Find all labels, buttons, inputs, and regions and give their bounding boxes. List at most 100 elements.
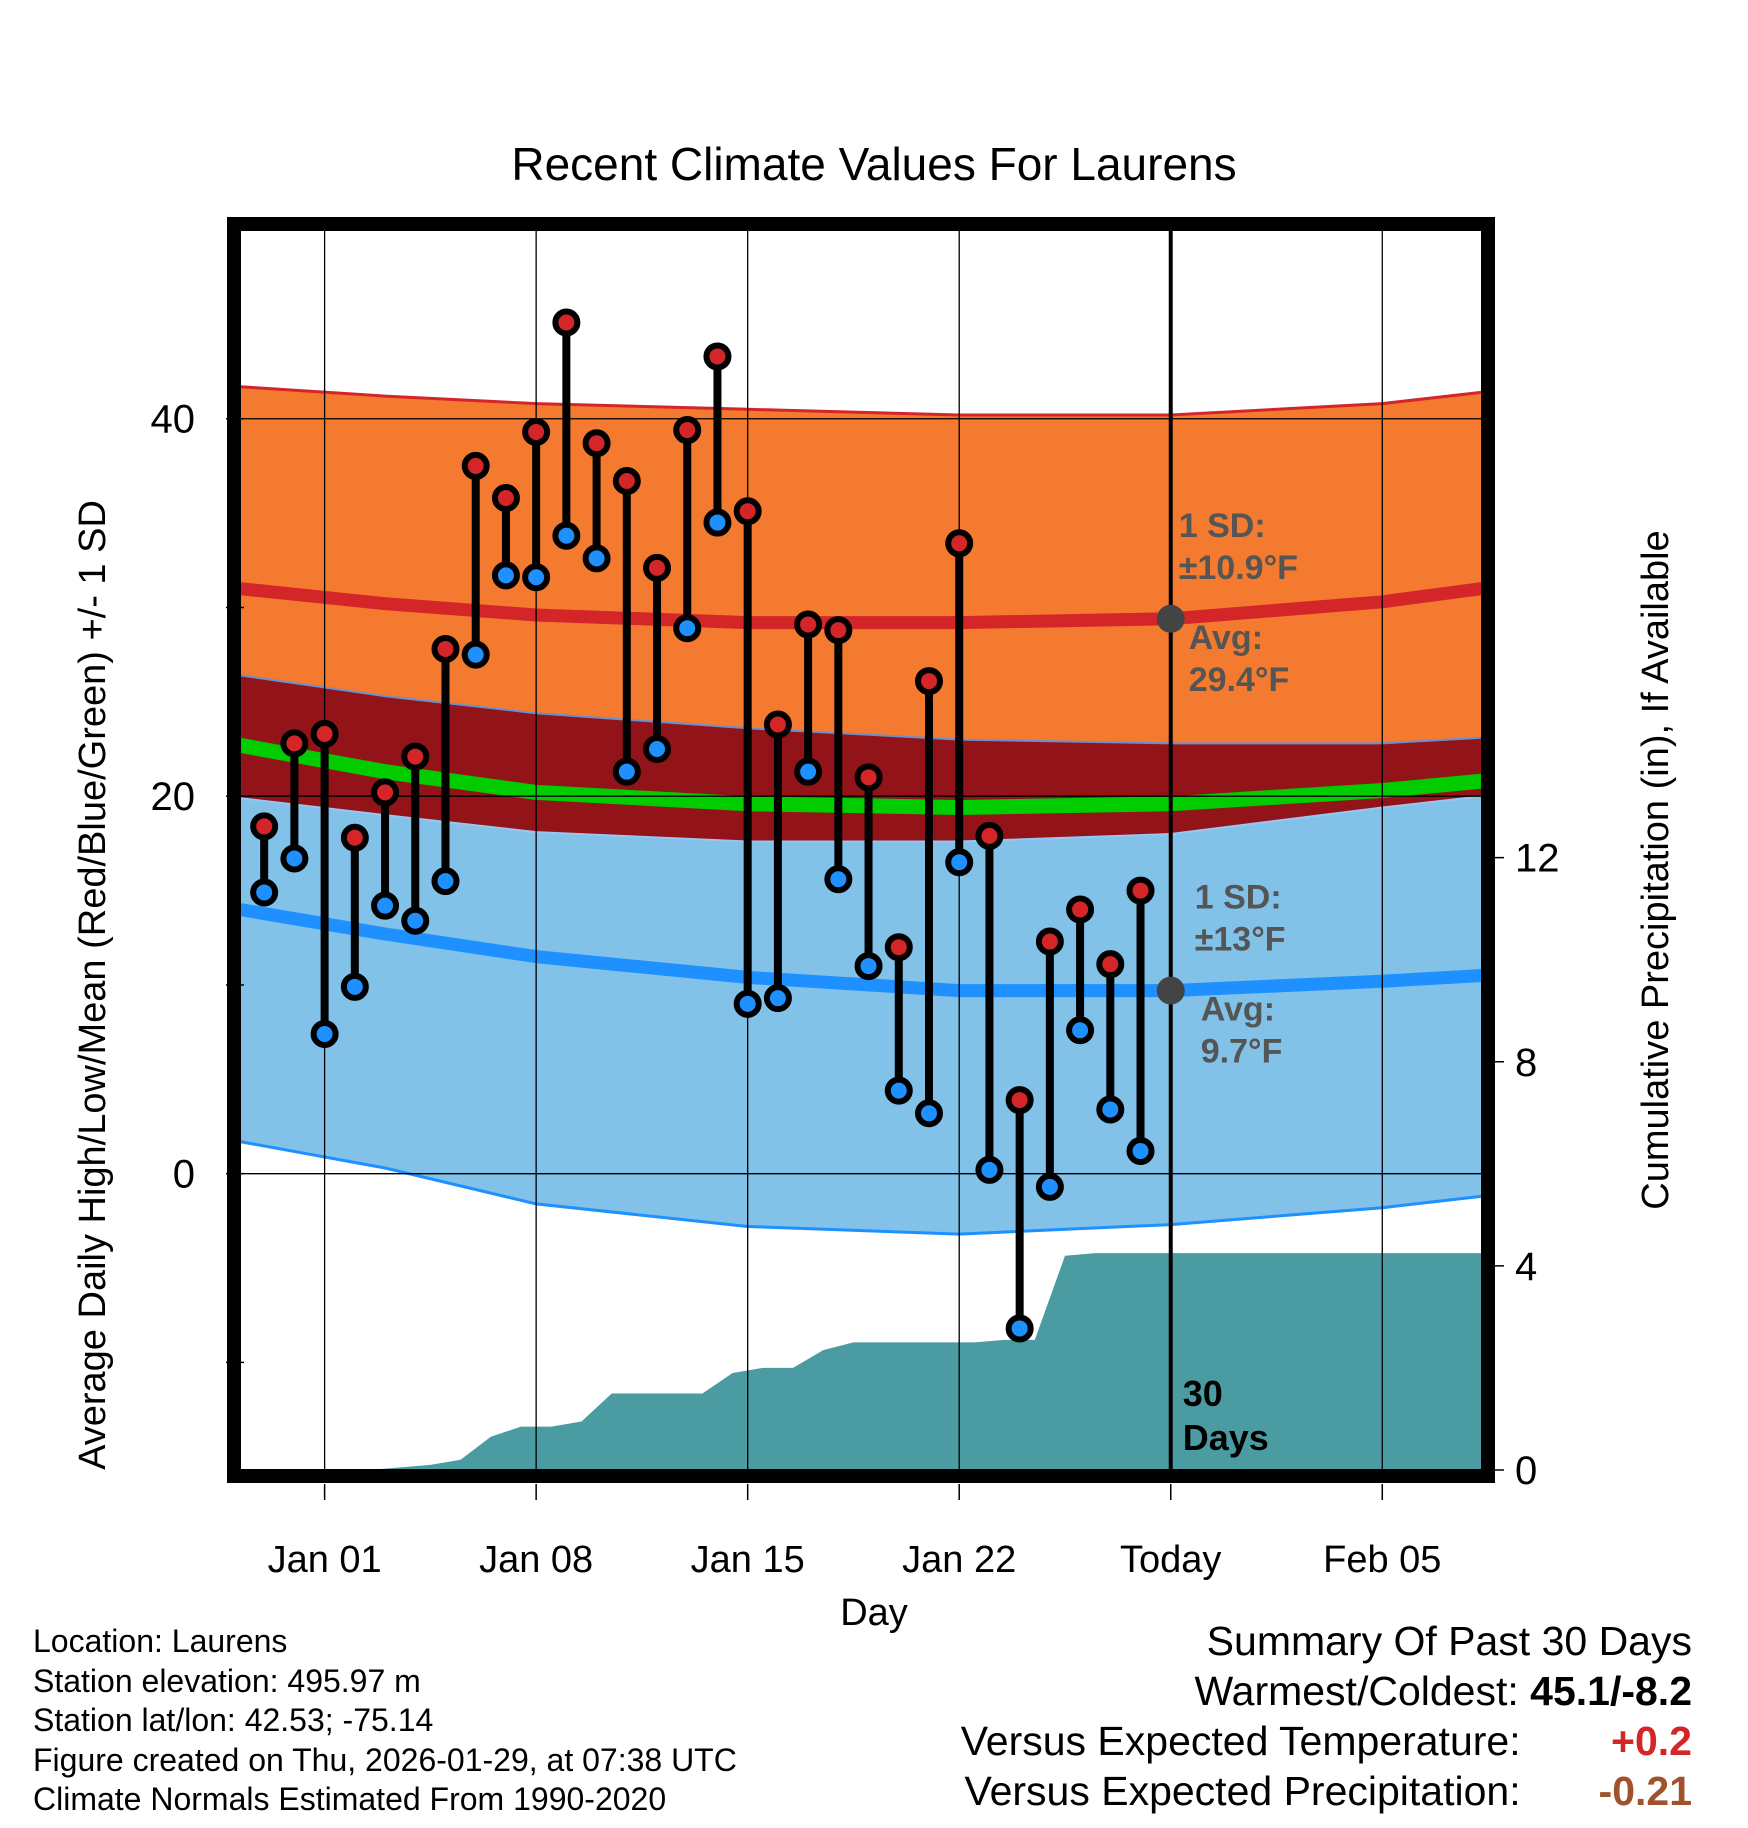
high-marker [340,823,369,852]
high-marker [673,416,702,445]
created-text: Figure created on Thu, 2026-01-29, at 07… [33,1741,737,1778]
y2-axis-label: Cumulative Precipitation (in), If Availa… [1635,530,1677,1209]
high-marker [1066,895,1095,924]
high-marker [643,553,672,582]
high-marker [945,529,974,558]
high-marker [401,742,430,771]
x-tick-label: Jan 08 [479,1539,593,1581]
high-marker [1126,876,1155,905]
low-marker [643,735,672,764]
summary-temp-row: Versus Expected Temperature: +0.2 [961,1716,1692,1766]
plot-area: 1 SD: ±10.9°F Avg: 29.4°F 1 SD: ±13°F Avg: 9.7°… [151,217,1560,1581]
warm-cold-label: Warmest/Coldest: [1194,1668,1519,1714]
low-marker [552,521,581,550]
low-marker [1005,1314,1034,1343]
high-marker [491,484,520,513]
high-marker [1096,950,1125,979]
high-marker [854,763,883,792]
low-marker [280,844,309,873]
plot-frame [227,217,1495,1483]
low-marker [763,984,792,1013]
summary-title: Summary Of Past 30 Days [1206,1618,1692,1664]
low-marker [431,867,460,896]
summary-panel: Summary Of Past 30 Days Warmest/Coldest:… [961,1616,1692,1816]
low-marker [1126,1137,1155,1166]
low-sd-band [240,796,1482,1235]
high-marker [582,429,611,458]
summary-precip-row: Versus Expected Precipitation: -0.21 [961,1766,1693,1816]
low-avg-dot [1156,976,1185,1005]
low-sd-annotation: 1 SD: ±13°F [1195,879,1286,959]
y2-tick-label: 4 [1515,1245,1537,1289]
low-marker [1096,1095,1125,1124]
location-text: Location: Laurens [33,1623,288,1659]
low-marker [612,757,641,786]
temp-value: +0.2 [1611,1718,1692,1764]
low-marker [824,865,853,894]
high-marker [612,467,641,496]
precip-label: Versus Expected Precipitation: [964,1768,1521,1814]
high-marker [522,417,551,446]
low-marker [914,1099,943,1128]
low-marker [310,1020,339,1049]
y-tick-label: 0 [173,1153,195,1197]
high-marker [1035,927,1064,956]
low-marker [945,848,974,877]
low-marker [884,1076,913,1105]
high-avg-dot [1156,604,1185,633]
elevation-text: Station elevation: 495.97 m [33,1662,421,1699]
y-axis-label: Average Daily High/Low/Mean (Red/Blue/Gr… [72,500,114,1470]
high-marker [310,719,339,748]
y-tick-label: 40 [151,398,196,442]
high-marker [975,821,1004,850]
low-mean-line [238,903,1483,998]
high-marker [884,933,913,962]
low-marker [1035,1172,1064,1201]
high-marker [763,710,792,739]
temp-label: Versus Expected Temperature: [960,1718,1521,1764]
mean-line [238,737,1483,815]
low-marker [854,952,883,981]
low-marker [794,757,823,786]
low-upper-line [239,795,1483,843]
low-marker [340,972,369,1001]
y2-tick-label: 0 [1515,1449,1537,1493]
normals-text: Climate Normals Estimated From 1990-2020 [33,1781,667,1817]
low-marker [673,614,702,643]
high-marker [1005,1086,1034,1115]
high-marker [371,778,400,807]
low-marker [1066,1016,1095,1045]
x-tick-label: Today [1120,1539,1221,1581]
high-marker [250,812,279,841]
y2-tick-label: 12 [1515,837,1560,881]
low-marker [461,640,490,669]
low-marker [582,544,611,573]
precip-area [240,1253,1482,1470]
x-tick-label: Jan 01 [268,1539,382,1581]
station-info: Location: Laurens Station elevation: 495… [33,1622,737,1820]
low-marker [250,878,279,907]
high-marker [703,342,732,371]
warm-cold-value: 45.1/-8.2 [1530,1668,1692,1714]
high-avg-annotation: Avg: 29.4°F [1189,619,1290,699]
high-mean-line [239,582,1483,630]
x-tick-label: Jan 15 [691,1539,805,1581]
chart-title: Recent Climate Values For Laurens [511,138,1236,190]
high-marker [552,308,581,337]
summary-warm-cold-row: Warmest/Coldest: 45.1/-8.2 [961,1666,1692,1716]
high-marker [824,616,853,645]
low-marker [401,906,430,935]
high-marker [794,610,823,639]
x-tick-label: Feb 05 [1323,1539,1441,1581]
latlon-text: Station lat/lon: 42.53; -75.14 [33,1702,434,1738]
low-marker [491,561,520,590]
y2-tick-label: 8 [1515,1041,1537,1085]
high-lower-line [239,674,1483,745]
high-marker [280,729,309,758]
high-sd-annotation: 1 SD: ±10.9°F [1179,507,1298,587]
low-avg-annotation: Avg: 9.7°F [1201,991,1283,1071]
precip-value: -0.21 [1598,1768,1692,1814]
x-axis-label: Day [840,1592,908,1634]
high-marker [914,667,943,696]
